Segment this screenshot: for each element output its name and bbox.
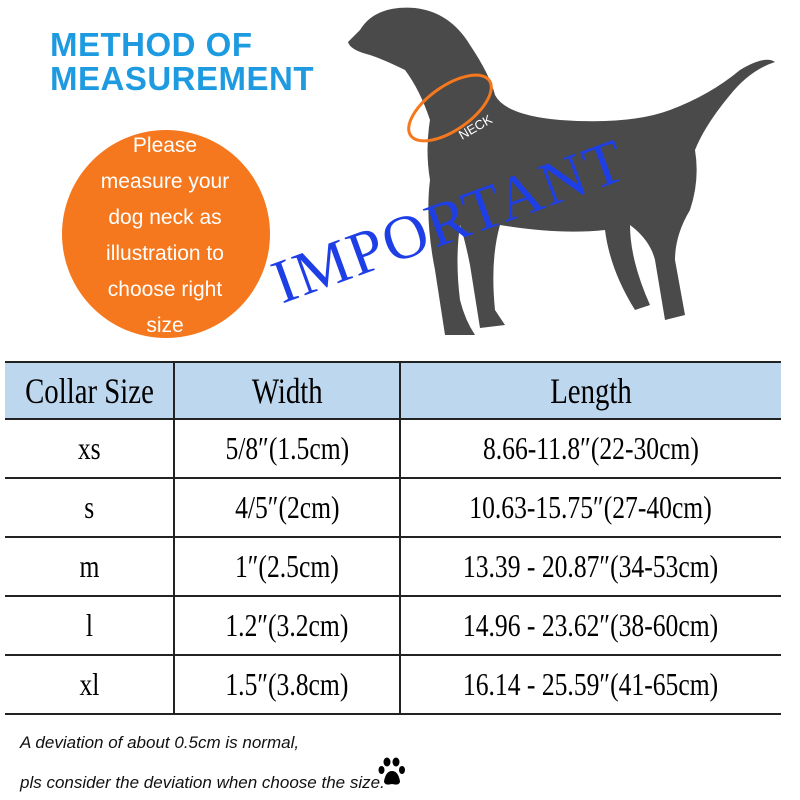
length-cell: 14.96 - 23.62″(38-60cm): [399, 595, 781, 656]
length-cell: 13.39 - 20.87″(34-53cm): [399, 536, 781, 597]
table-row: xl 1.5″(3.8cm) 16.14 - 25.59″(41-65cm): [5, 654, 781, 715]
header-text: Length: [550, 370, 632, 411]
table-row: xs 5/8″(1.5cm) 8.66-11.8″(22-30cm): [5, 418, 781, 479]
cell-text: 16.14 - 25.59″(41-65cm): [463, 666, 719, 702]
cell-text: l: [85, 607, 93, 643]
size-cell: m: [5, 536, 175, 597]
cell-text: 1.2″(3.2cm): [225, 607, 349, 643]
title-line-2: MEASUREMENT: [50, 60, 315, 97]
length-cell: 16.14 - 25.59″(41-65cm): [399, 654, 781, 715]
table-header-row: Collar Size Width Length: [5, 361, 781, 420]
header-length: Length: [399, 361, 781, 420]
width-cell: 5/8″(1.5cm): [173, 418, 401, 479]
table-row: m 1″(2.5cm) 13.39 - 20.87″(34-53cm): [5, 536, 781, 597]
size-table: Collar Size Width Length xs 5/8″(1.5cm) 8.…: [5, 361, 781, 715]
header-width: Width: [173, 361, 401, 420]
size-cell: l: [5, 595, 175, 656]
cell-text: xl: [79, 666, 99, 702]
cell-text: 1″(2.5cm): [235, 548, 339, 584]
cell-text: m: [79, 548, 99, 584]
title-line-1: METHOD OF: [50, 26, 253, 63]
note-line-2: pls consider the deviation when choose t…: [20, 773, 385, 792]
header-collar-size: Collar Size: [5, 361, 175, 420]
size-cell: xs: [5, 418, 175, 479]
cell-text: 4/5″(2cm): [234, 489, 340, 525]
cell-text: 13.39 - 20.87″(34-53cm): [463, 548, 719, 584]
cell-text: s: [84, 489, 94, 525]
size-cell: xl: [5, 654, 175, 715]
size-cell: s: [5, 477, 175, 538]
length-cell: 10.63-15.75″(27-40cm): [399, 477, 781, 538]
instruction-text: Please measure your dog neck as illustra…: [100, 134, 230, 337]
cell-text: 8.66-11.8″(22-30cm): [483, 430, 699, 466]
width-cell: 4/5″(2cm): [173, 477, 401, 538]
header-text: Collar Size: [24, 370, 154, 411]
instruction-circle: [62, 130, 270, 338]
dog-illustration: NECK: [348, 7, 775, 336]
note-line-1: A deviation of about 0.5cm is normal,: [20, 733, 300, 752]
table-row: s 4/5″(2cm) 10.63-15.75″(27-40cm): [5, 477, 781, 538]
cell-text: 1.5″(3.8cm): [225, 666, 349, 702]
width-cell: 1.5″(3.8cm): [173, 654, 401, 715]
length-cell: 8.66-11.8″(22-30cm): [399, 418, 781, 479]
cell-text: 5/8″(1.5cm): [225, 430, 349, 466]
width-cell: 1.2″(3.2cm): [173, 595, 401, 656]
width-cell: 1″(2.5cm): [173, 536, 401, 597]
cell-text: xs: [77, 430, 101, 466]
cell-text: 14.96 - 23.62″(38-60cm): [463, 607, 719, 643]
paw-icon: [378, 757, 405, 785]
table-row: l 1.2″(3.2cm) 14.96 - 23.62″(38-60cm): [5, 595, 781, 656]
page-title: METHOD OF MEASUREMENT: [50, 28, 314, 96]
header-text: Width: [251, 370, 323, 411]
cell-text: 10.63-15.75″(27-40cm): [469, 489, 713, 525]
